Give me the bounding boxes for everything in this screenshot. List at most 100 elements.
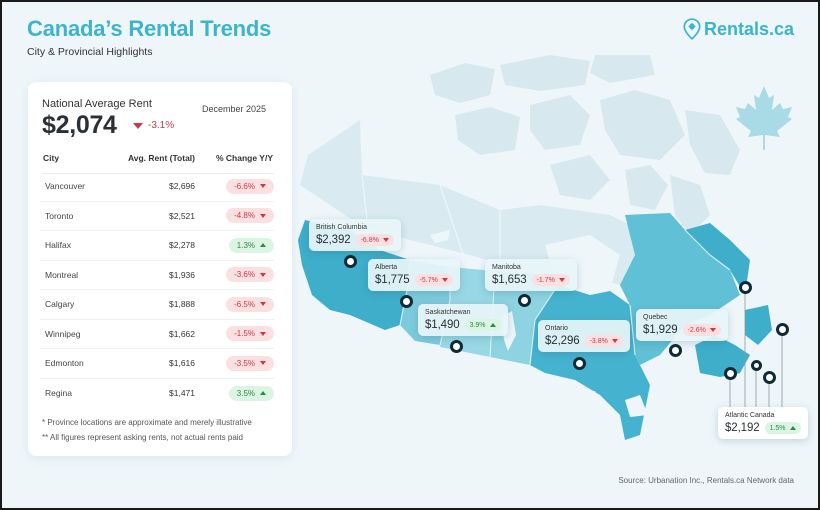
change-badge: -3.5% <box>226 355 274 371</box>
canada-map <box>298 55 772 440</box>
change-value: -6.5% <box>234 299 255 309</box>
triangle-down-icon <box>709 328 716 332</box>
triangle-up-icon <box>489 323 496 327</box>
province-name: Saskatchewan <box>425 309 471 316</box>
city-name: Regina <box>45 388 72 399</box>
map-pin-maple-icon <box>683 18 701 40</box>
arctic-islands <box>430 55 740 235</box>
national-change: -3.1% <box>133 120 174 131</box>
city-rent: $1,662 <box>169 328 195 339</box>
label-saskatchewan: Saskatchewan $1,490 3.9% <box>418 304 508 336</box>
triangle-down-icon <box>558 278 565 282</box>
label-quebec: Quebec $1,929 -2.6% <box>636 309 728 341</box>
triangle-down-icon <box>611 339 618 343</box>
pin-alberta[interactable] <box>400 295 413 308</box>
city-rent: $2,521 <box>169 210 195 221</box>
province-rent: $1,929 <box>643 324 678 336</box>
change-badge: -1.7% <box>531 274 570 286</box>
change-badge: -3.8% <box>584 335 623 347</box>
province-rent: $2,192 <box>725 422 760 434</box>
change-value: -1.5% <box>234 329 255 339</box>
change-value: -3.5% <box>234 358 255 368</box>
maple-leaf-icon <box>736 86 792 150</box>
footnotes: * Province locations are approximate and… <box>42 415 252 445</box>
province-rent: $2,296 <box>545 335 580 347</box>
change-value: -4.8% <box>234 211 255 221</box>
national-average-label: National Average Rent <box>42 98 152 110</box>
triangle-down-icon <box>260 331 266 336</box>
province-rent: $1,653 <box>492 274 527 286</box>
pin-saskatchewan[interactable] <box>450 340 463 353</box>
column-avg-rent: Avg. Rent (Total) <box>127 153 195 163</box>
city-rent: $1,471 <box>169 388 195 399</box>
triangle-up-icon <box>789 426 796 430</box>
city-rent: $2,696 <box>169 181 195 192</box>
triangle-down-icon <box>260 361 266 366</box>
change-badge: 3.9% <box>464 319 501 331</box>
table-row: Toronto $2,521 -4.8% <box>40 202 274 231</box>
label-atlantic-canada: Atlantic Canada $2,192 1.5% <box>718 407 808 439</box>
pin-nova-scotia[interactable] <box>763 371 776 384</box>
table-row: Edmonton $1,616 -3.5% <box>40 349 274 379</box>
table-header: City Avg. Rent (Total) % Change Y/Y <box>43 153 274 174</box>
label-british-columbia: British Columbia $2,392 -6.8% <box>309 219 401 251</box>
change-value: -6.6% <box>234 181 255 191</box>
change-value: 3.9% <box>469 321 486 329</box>
city-rent: $1,936 <box>169 269 195 280</box>
pin-newfoundland[interactable] <box>776 323 789 336</box>
page-subtitle: City & Provincial Highlights <box>27 46 153 58</box>
province-rent: $1,775 <box>375 274 410 286</box>
pin-labrador[interactable] <box>739 281 752 294</box>
change-value: -2.6% <box>687 326 706 334</box>
province-rent: $1,490 <box>425 319 460 331</box>
change-badge: -6.6% <box>226 178 274 194</box>
change-value: -3.8% <box>589 337 608 345</box>
city-table: Vancouver $2,696 -6.6% Toronto $2,521 -4… <box>40 172 274 408</box>
column-city: City <box>43 153 60 163</box>
city-rent: $2,278 <box>169 240 195 251</box>
source-note: Source: Urbanation Inc., Rentals.ca Netw… <box>618 476 794 485</box>
table-row: Montreal $1,936 -3.6% <box>40 261 274 290</box>
change-value: -6.8% <box>360 236 379 244</box>
change-badge: -6.5% <box>226 296 274 312</box>
brand-name: Rentals.ca <box>703 18 794 39</box>
table-row: Vancouver $2,696 -6.6% <box>40 172 274 202</box>
province-maritimes <box>695 335 750 377</box>
province-labrador <box>685 223 750 295</box>
city-name: Toronto <box>45 210 74 221</box>
label-manitoba: Manitoba $1,653 -1.7% <box>485 259 577 291</box>
footnote: * Province locations are approximate and… <box>42 418 252 427</box>
change-value: -1.7% <box>536 276 555 284</box>
city-name: Halifax <box>45 240 71 251</box>
brand-logo: Rentals.ca <box>683 18 794 40</box>
triangle-up-icon <box>260 243 266 248</box>
city-name: Winnipeg <box>45 328 81 339</box>
change-badge: 3.5% <box>228 385 274 401</box>
column-change: % Change Y/Y <box>216 153 273 163</box>
pin-ontario[interactable] <box>573 357 586 370</box>
report-date: December 2025 <box>201 104 266 114</box>
province-name: Atlantic Canada <box>725 412 775 419</box>
change-value: 1.3% <box>236 240 255 250</box>
pin-quebec[interactable] <box>669 344 682 357</box>
pin-new-brunswick[interactable] <box>724 367 737 380</box>
city-rent: $1,888 <box>169 299 195 310</box>
triangle-down-icon <box>260 272 266 277</box>
city-name: Montreal <box>45 269 79 280</box>
pin-manitoba[interactable] <box>518 294 531 307</box>
change-value: -3.6% <box>234 270 255 280</box>
change-badge: 1.5% <box>764 422 801 434</box>
table-row: Calgary $1,888 -6.5% <box>40 290 274 320</box>
province-name: British Columbia <box>316 224 367 231</box>
triangle-up-icon <box>260 391 266 396</box>
pin-british-columbia[interactable] <box>344 255 357 268</box>
label-ontario: Ontario $2,296 -3.8% <box>538 320 630 352</box>
label-alberta: Alberta $1,775 -5.7% <box>368 259 460 291</box>
change-badge: -6.8% <box>355 234 394 246</box>
pin-pei[interactable] <box>751 360 762 371</box>
triangle-down-icon <box>260 302 266 307</box>
change-badge: -4.8% <box>226 208 274 224</box>
province-rent: $2,392 <box>316 234 351 246</box>
city-name: Edmonton <box>45 358 84 369</box>
city-name: Vancouver <box>45 181 86 192</box>
